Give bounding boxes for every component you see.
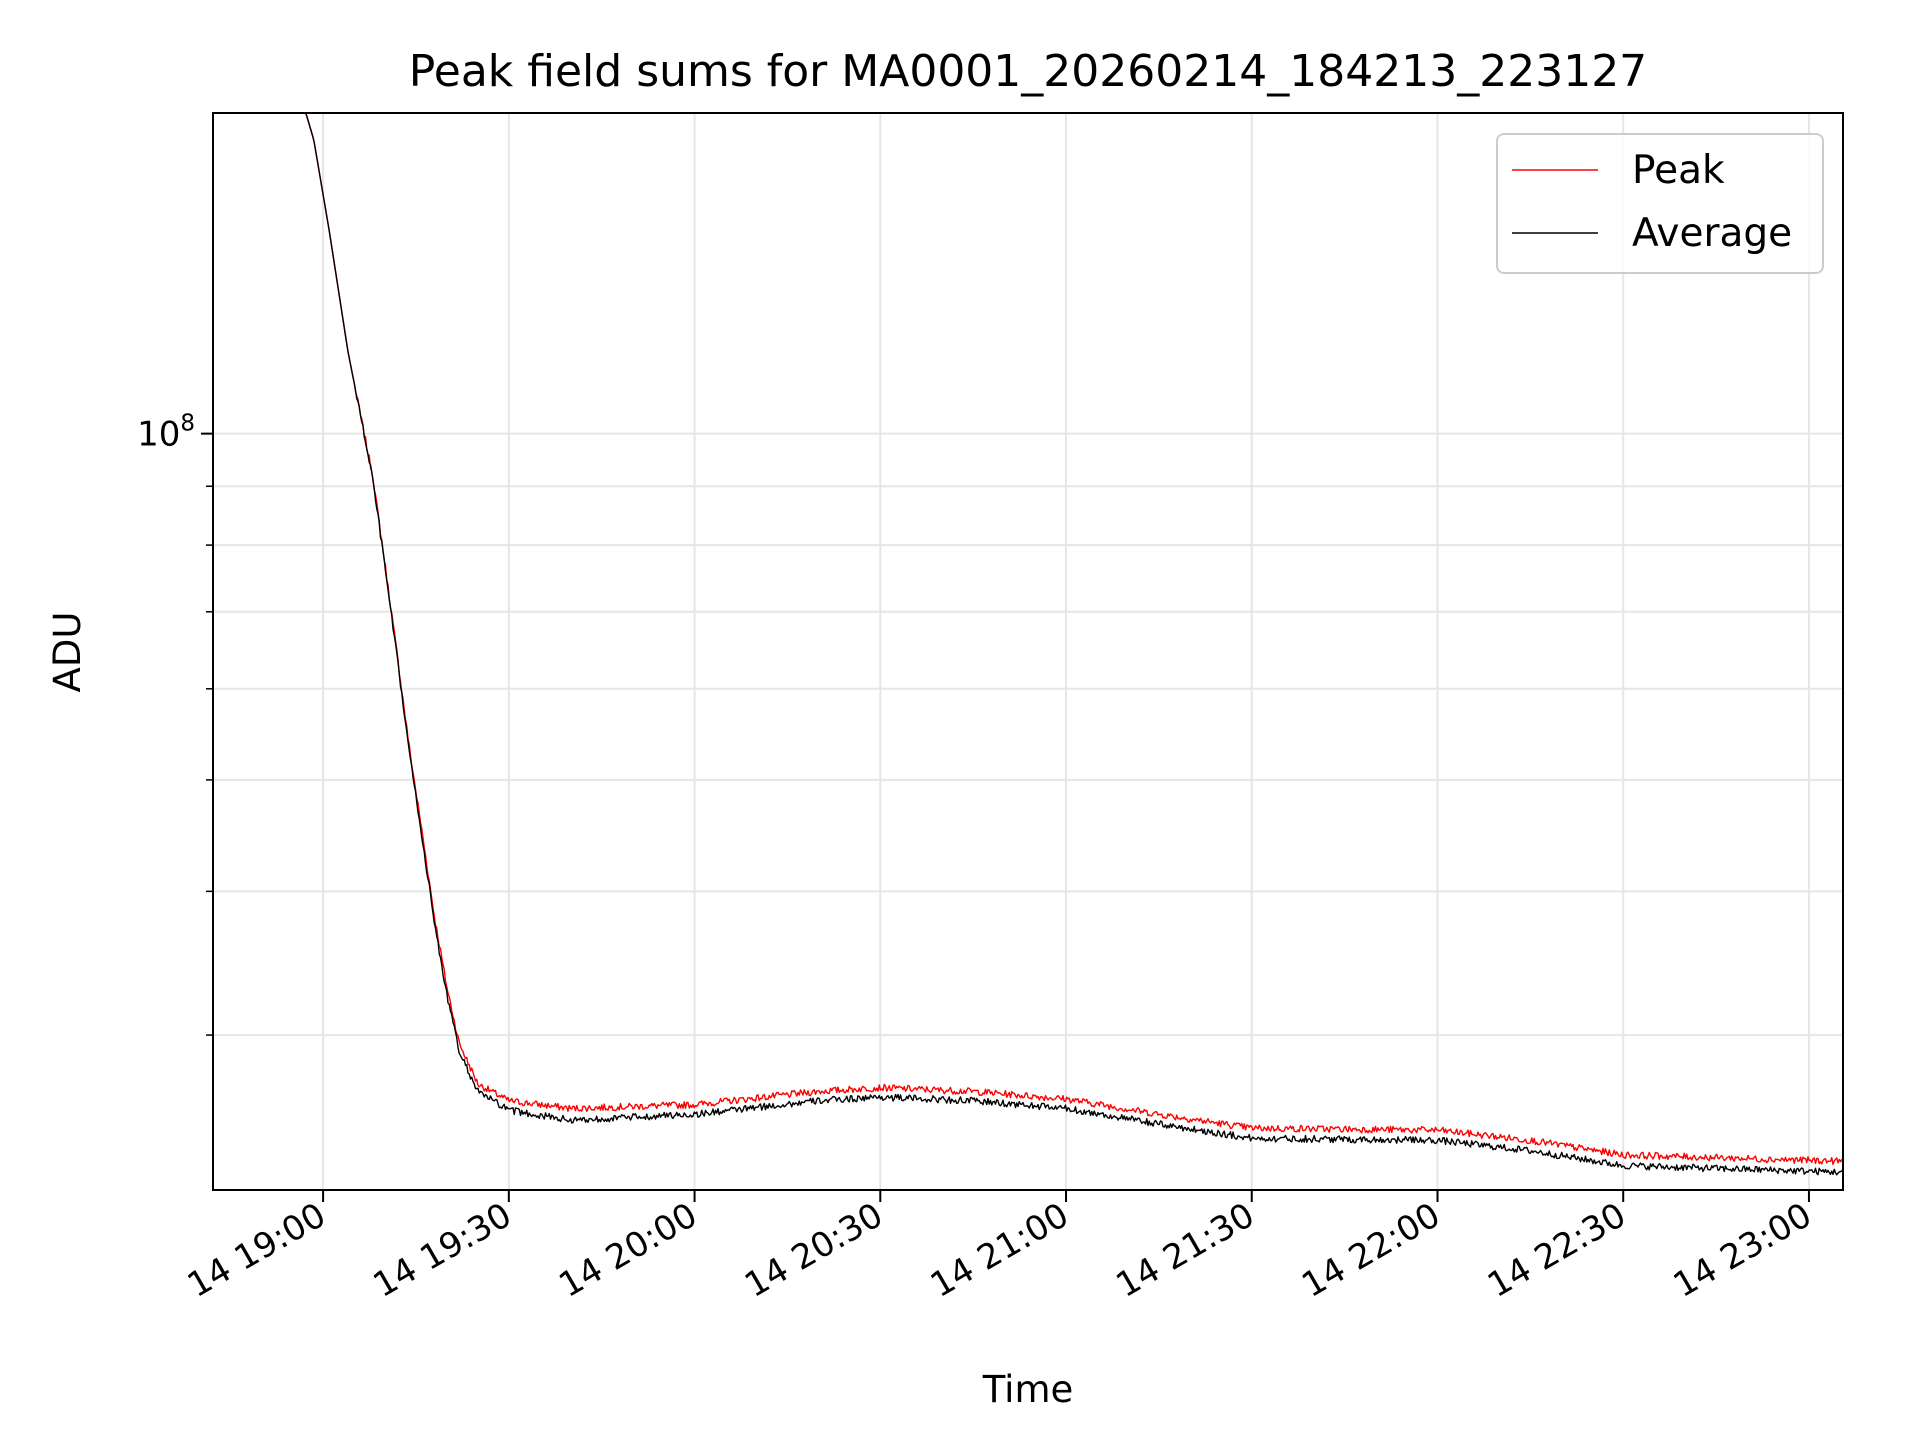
series-line-peak bbox=[213, 112, 1844, 1166]
y-tick-label: 108 bbox=[137, 411, 195, 455]
series-lines bbox=[213, 112, 1844, 1176]
legend: Peak Average bbox=[1496, 133, 1824, 274]
x-tick-label: 14 23:00 bbox=[1667, 1195, 1819, 1306]
x-tick-label: 14 19:30 bbox=[367, 1195, 519, 1306]
legend-label-average: Average bbox=[1632, 211, 1792, 256]
grid bbox=[213, 113, 1843, 1190]
legend-label-peak: Peak bbox=[1632, 148, 1725, 193]
x-tick-label: 14 21:00 bbox=[924, 1195, 1076, 1306]
y-axis: 108 bbox=[137, 411, 213, 1036]
x-tick-label: 14 22:00 bbox=[1295, 1195, 1447, 1306]
x-tick-label: 14 19:00 bbox=[181, 1195, 333, 1306]
x-tick-label: 14 20:30 bbox=[738, 1195, 890, 1306]
chart-title: Peak field sums for MA0001_20260214_1842… bbox=[409, 46, 1647, 97]
plot-frame bbox=[212, 112, 1844, 1191]
y-axis-label: ADU bbox=[46, 612, 89, 693]
x-tick-label: 14 22:30 bbox=[1481, 1195, 1633, 1306]
series-line-average bbox=[213, 112, 1844, 1176]
legend-box bbox=[1496, 133, 1824, 274]
x-tick-label: 14 20:00 bbox=[552, 1195, 704, 1306]
x-axis: 14 19:00 14 19:30 14 20:00 14 20:30 14 21:00… bbox=[181, 1190, 1819, 1306]
x-axis-label: Time bbox=[982, 1368, 1074, 1411]
x-tick-label: 14 21:30 bbox=[1110, 1195, 1262, 1306]
